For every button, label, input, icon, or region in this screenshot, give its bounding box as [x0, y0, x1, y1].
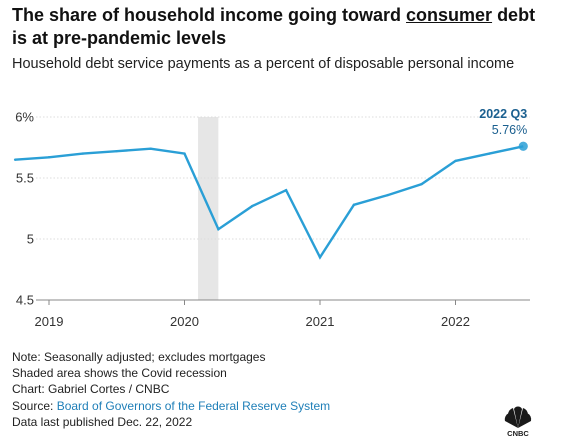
series-line — [15, 145, 524, 260]
y-tick-label: 5.5 — [16, 171, 34, 186]
chart-subtitle: Household debt service payments as a per… — [12, 56, 515, 72]
data-point — [115, 149, 118, 153]
chart-footnotes: Note: Seasonally adjusted; excludes mort… — [12, 349, 330, 430]
latest-data-point — [518, 141, 528, 151]
source-prefix: Source: — [12, 398, 57, 413]
data-point — [386, 193, 389, 197]
publish-date: Data last published Dec. 22, 2022 — [12, 414, 193, 429]
data-point — [284, 189, 288, 192]
nbc-peacock-icon — [504, 406, 532, 428]
chart-credit: Chart: Gabriel Cortes / CNBC — [12, 382, 170, 397]
x-tick-label: 2020 — [170, 314, 199, 329]
x-tick-label: 2022 — [441, 314, 470, 329]
data-point — [318, 256, 322, 259]
data-point — [149, 147, 152, 150]
data-point — [352, 203, 356, 207]
data-point — [81, 152, 85, 155]
data-point — [47, 156, 51, 159]
data-point — [183, 152, 186, 155]
note-shaded-area: Shaded area shows the Covid recession — [12, 366, 227, 381]
data-point — [251, 204, 254, 208]
source-link[interactable]: Board of Governors of the Federal Reserv… — [56, 398, 331, 413]
y-tick-label: 6% — [15, 110, 34, 125]
last-point-value: 5.76% — [492, 123, 527, 137]
last-point-title: 2022 Q3 — [479, 107, 527, 121]
y-tick-label: 5 — [27, 232, 34, 247]
data-point — [217, 228, 220, 231]
consumer-link[interactable]: consumer — [406, 5, 493, 25]
x-tick-label: 2019 — [35, 314, 64, 329]
cnbc-logo: CNBC — [504, 406, 532, 438]
data-point — [454, 159, 457, 163]
data-point — [13, 158, 17, 161]
chart-title-part1: The share of household income going towa… — [12, 5, 407, 25]
logo-text: CNBC — [507, 429, 529, 438]
note-adjustment: Note: Seasonally adjusted; excludes mort… — [12, 350, 266, 364]
data-point — [488, 152, 491, 155]
source-line: Source: Board of Governors of the Federa… — [12, 398, 330, 414]
chart-title: The share of household income going towa… — [12, 4, 542, 50]
y-tick-label: 4.5 — [16, 293, 34, 308]
x-tick-label: 2021 — [306, 314, 335, 329]
chart-title-part2: debt is at pre-pandemic levels — [12, 5, 536, 48]
data-point — [420, 182, 423, 186]
